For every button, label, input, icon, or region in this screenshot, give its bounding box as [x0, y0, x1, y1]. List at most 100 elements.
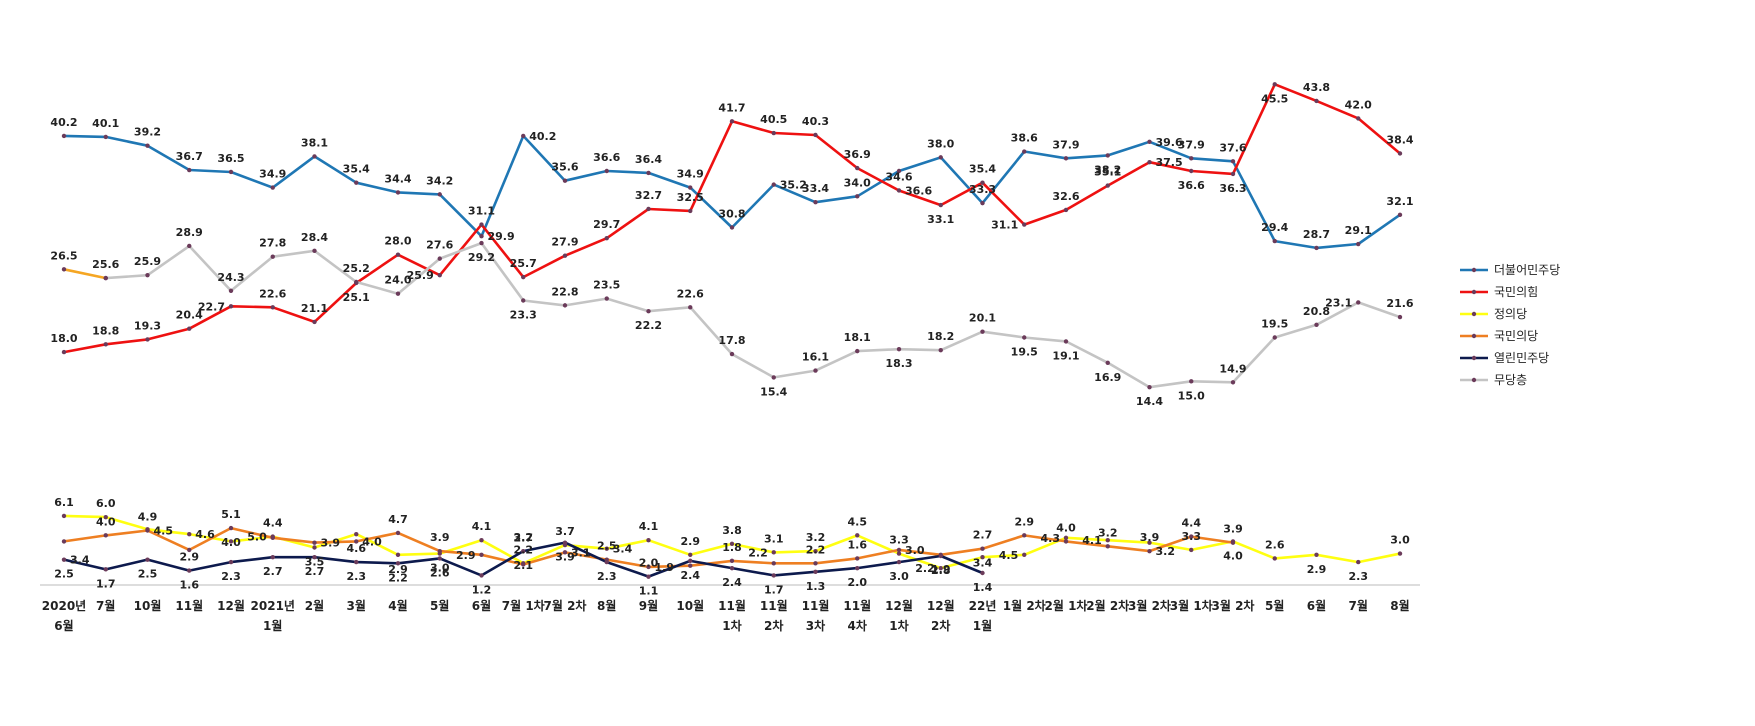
small-series-0-point	[354, 531, 359, 537]
data-label: 3.1	[764, 532, 784, 545]
data-label: 1.2	[472, 583, 492, 596]
main-series-3-line	[63, 268, 107, 280]
data-label: 20.1	[969, 312, 996, 325]
data-label: 4.0	[221, 536, 241, 549]
small-series-2-point	[855, 565, 860, 571]
data-label: 34.6	[885, 170, 912, 183]
main-series-0-point	[896, 168, 902, 174]
small-series-0-point	[646, 538, 651, 543]
data-label: 4.5	[848, 515, 868, 528]
x-tick-label: 3월 2차	[1212, 598, 1255, 613]
data-label: 2.7	[514, 531, 534, 544]
data-label: 36.4	[635, 153, 662, 166]
data-label: 29.7	[593, 218, 620, 231]
data-label: 22.2	[635, 319, 662, 332]
data-label: 31.1	[468, 205, 495, 218]
data-label: 29.1	[1345, 224, 1372, 237]
data-label: 37.5	[1156, 156, 1183, 169]
data-label: 4.5	[999, 549, 1019, 562]
data-label: 39.6	[1156, 136, 1183, 149]
x-tick-label: 10월	[134, 598, 162, 613]
data-label: 28.0	[384, 235, 411, 248]
data-label: 4.1	[472, 520, 492, 533]
main-series-2-point	[1189, 379, 1194, 384]
data-label: 18.3	[885, 357, 912, 370]
x-tick-label: 5월	[1265, 598, 1284, 613]
small-series-0-point	[980, 555, 985, 560]
legend-label: 더불어민주당	[1494, 263, 1560, 277]
data-label: 21.1	[301, 302, 328, 315]
main-series-2-point	[437, 256, 442, 261]
data-label: 22.8	[551, 285, 578, 298]
small-series-2-point	[312, 555, 317, 560]
data-label: 4.4	[1182, 517, 1202, 530]
small-series-0-point	[1147, 540, 1152, 545]
main-series-2-point	[395, 291, 401, 296]
small-series-0-point	[61, 513, 67, 519]
small-series-0-point	[729, 541, 735, 547]
data-label: 36.5	[217, 152, 244, 165]
legend-marker	[1471, 333, 1477, 339]
data-label: 19.3	[134, 319, 161, 332]
data-label: 2.5	[54, 568, 74, 581]
data-label: 1.8	[722, 541, 742, 554]
data-label: 20.8	[1303, 305, 1330, 318]
data-label: 15.0	[1178, 389, 1205, 402]
data-label: 25.9	[407, 269, 434, 282]
data-label: 2.2	[915, 562, 935, 575]
main-series-1-point	[1147, 160, 1152, 165]
main-series-1-point	[1397, 151, 1403, 156]
small-series-2-point	[187, 568, 192, 573]
data-label: 2.8	[931, 564, 951, 577]
data-label: 15.4	[760, 385, 787, 398]
main-series-1-point	[1314, 98, 1319, 104]
data-label: 2.7	[263, 565, 283, 578]
main-series-2-point	[1272, 335, 1277, 340]
x-tick-label: 6월	[54, 618, 73, 633]
small-series-0-point	[1397, 551, 1403, 556]
data-label: 40.2	[529, 130, 556, 143]
x-tick-label: 22년	[969, 599, 997, 613]
x-tick-label: 4월	[388, 598, 407, 613]
main-series-2-point	[228, 288, 234, 293]
small-series-2-point	[228, 559, 234, 565]
x-tick-label: 12월	[927, 598, 955, 613]
main-series-1-point	[1022, 222, 1027, 227]
data-label: 2.9	[1015, 515, 1035, 528]
main-series-2-point	[1022, 335, 1027, 340]
small-series-2-point	[479, 573, 484, 578]
main-series-0-point	[646, 170, 651, 176]
data-label: 38.4	[1386, 133, 1413, 146]
main-series-2-point	[896, 346, 902, 352]
data-label: 4.9	[138, 511, 158, 524]
main-series-2-point	[1105, 360, 1110, 366]
data-label: 4.5	[154, 525, 174, 538]
small-series-0-point	[813, 548, 818, 554]
series-points	[61, 82, 1403, 579]
data-label: 35.2	[780, 179, 807, 192]
data-label: 6.1	[54, 496, 74, 509]
data-label: 25.1	[343, 291, 370, 304]
data-label: 28.7	[1303, 228, 1330, 241]
main-series-1-point	[980, 180, 985, 185]
main-series-1-point	[855, 165, 860, 171]
data-label: 33.3	[969, 183, 996, 196]
data-label: 38.6	[1011, 132, 1038, 145]
data-label: 2.3	[221, 570, 241, 583]
data-label: 3.8	[722, 524, 742, 537]
main-series-0-point	[938, 155, 943, 160]
small-series-1-point	[688, 563, 693, 568]
main-series-0-point	[604, 168, 609, 174]
x-tick-label: 2월 2차	[1086, 598, 1129, 613]
data-label: 39.2	[134, 126, 161, 139]
main-series-1-point	[604, 235, 609, 241]
small-series-2-point	[145, 557, 150, 562]
small-series-1-point	[228, 525, 234, 531]
data-label: 4.7	[388, 513, 408, 526]
main-series-0-point	[1230, 159, 1236, 164]
data-label: 2.9	[1307, 563, 1327, 576]
data-label: 36.6	[1178, 179, 1205, 192]
x-tick-label: 1월	[973, 618, 992, 633]
main-series-0-point	[855, 194, 860, 199]
x-tick-label: 11월	[802, 598, 830, 613]
